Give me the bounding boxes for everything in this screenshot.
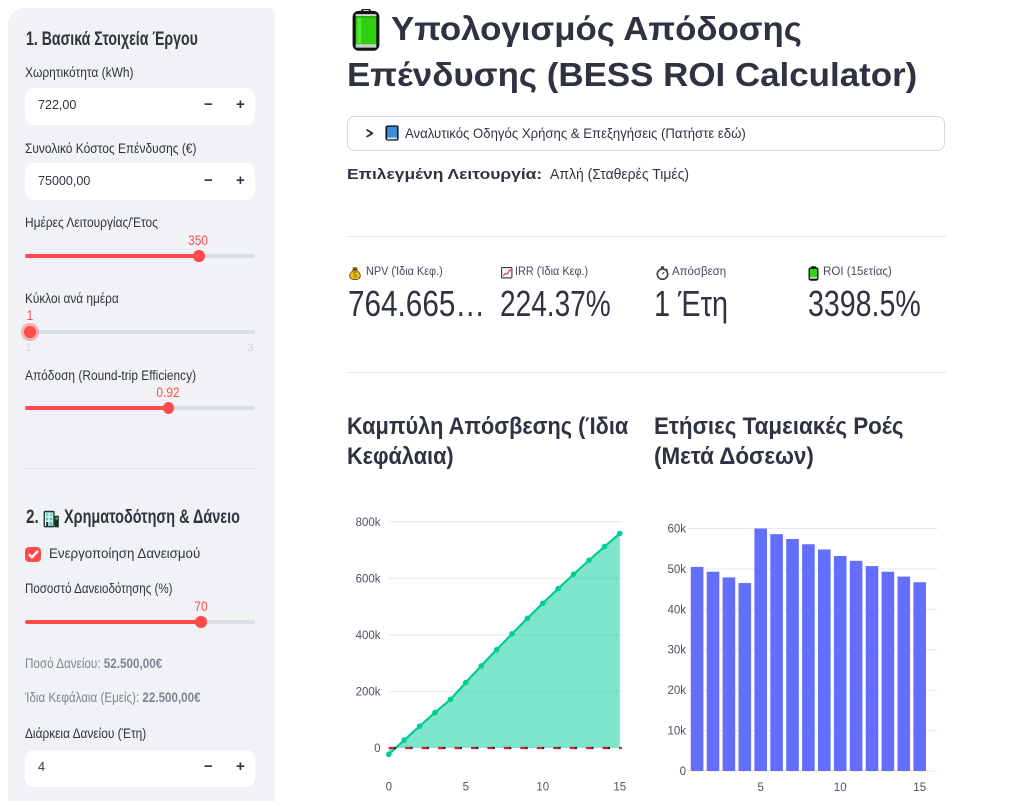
svg-text:40k: 40k [667,604,686,616]
svg-text:15: 15 [613,782,626,794]
svg-text:$: $ [353,270,358,279]
svg-text:30k: 30k [667,645,686,657]
svg-text:800k: 800k [356,517,381,529]
svg-text:60k: 60k [667,524,686,536]
svg-text:50k: 50k [667,564,686,576]
svg-text:400k: 400k [356,630,381,642]
svg-text:10k: 10k [667,726,686,738]
svg-text:20k: 20k [667,685,686,697]
svg-text:0: 0 [374,743,380,755]
svg-text:5: 5 [463,782,469,794]
svg-text:600k: 600k [356,573,381,585]
svg-text:10: 10 [834,782,847,794]
svg-text:200k: 200k [356,686,381,698]
svg-text:10: 10 [536,782,549,794]
svg-text:0: 0 [386,782,392,794]
svg-text:0: 0 [680,766,686,778]
svg-text:15: 15 [913,782,926,794]
svg-text:5: 5 [757,782,763,794]
